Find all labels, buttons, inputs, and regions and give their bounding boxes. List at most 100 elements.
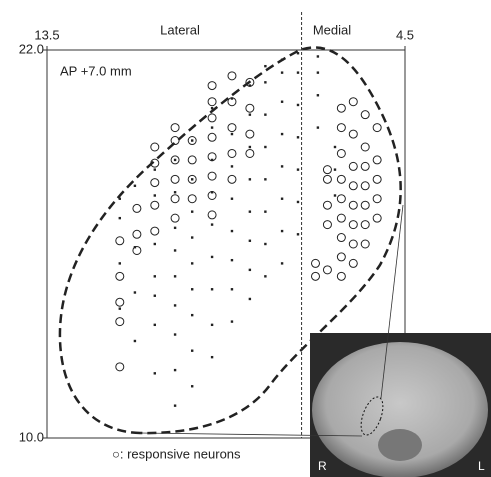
responsive-neuron — [348, 220, 358, 230]
brain — [312, 342, 488, 477]
recording-site — [248, 84, 252, 87]
responsive-neuron — [348, 200, 358, 210]
recording-site — [153, 323, 156, 327]
responsive-neuron — [322, 200, 332, 210]
responsive-neuron — [360, 142, 370, 152]
recording-site — [173, 158, 177, 162]
recording-site — [248, 113, 252, 116]
responsive-neuron — [227, 71, 237, 81]
recording-site — [264, 113, 267, 116]
recording-site — [248, 145, 252, 149]
x-tick-label: 4.5 — [396, 27, 414, 42]
recording-site — [118, 216, 121, 220]
recording-site — [280, 262, 284, 265]
recording-site — [173, 226, 177, 230]
recording-site — [190, 349, 194, 352]
axis-label-medial: Medial — [313, 22, 351, 37]
responsive-neuron — [336, 103, 346, 113]
responsive-neuron — [170, 174, 180, 184]
responsive-neuron — [360, 239, 370, 249]
recording-site — [210, 126, 214, 129]
recording-site — [153, 372, 156, 375]
recording-site — [316, 55, 320, 58]
recording-site — [248, 268, 252, 272]
recording-site — [210, 255, 214, 259]
responsive-neuron — [207, 152, 217, 162]
responsive-neuron — [170, 155, 180, 165]
recording-site — [173, 333, 177, 336]
brain-feature — [378, 429, 422, 461]
responsive-neuron — [336, 213, 346, 223]
recording-site — [118, 262, 121, 265]
recording-site — [264, 210, 267, 213]
responsive-neuron — [348, 129, 358, 139]
responsive-neuron — [336, 271, 346, 281]
recording-site — [280, 197, 284, 200]
responsive-neuron — [360, 161, 370, 171]
recording-site — [230, 165, 234, 168]
recording-site — [280, 132, 284, 136]
recording-site — [280, 229, 284, 233]
recording-site — [173, 404, 177, 407]
recording-site — [210, 288, 214, 291]
responsive-neuron — [115, 236, 125, 246]
responsive-neuron — [372, 123, 382, 133]
responsive-neuron — [245, 103, 255, 113]
responsive-neuron — [227, 123, 237, 133]
recording-site — [264, 275, 267, 278]
responsive-neuron — [207, 171, 217, 181]
mri-inset: R L — [310, 333, 491, 477]
recording-site — [333, 194, 337, 197]
recording-site — [248, 210, 252, 213]
responsive-neuron — [207, 191, 217, 200]
recording-site — [296, 136, 300, 139]
responsive-neuron — [322, 220, 332, 230]
recording-site — [210, 158, 214, 162]
recording-site — [153, 275, 156, 278]
responsive-neuron — [360, 220, 370, 230]
responsive-neuron — [322, 265, 332, 275]
responsive-neuron — [360, 200, 370, 210]
responsive-neuron — [170, 123, 180, 133]
outline — [58, 46, 402, 435]
recording-site — [133, 291, 137, 294]
responsive-neuron — [227, 174, 237, 184]
responsive-neuron — [207, 97, 217, 107]
recording-site — [280, 165, 284, 168]
recording-site — [333, 145, 337, 149]
responsive-neuron — [336, 148, 346, 158]
responsive-neuron — [150, 200, 160, 210]
responsive-neuron — [150, 226, 160, 236]
recording-site — [190, 288, 194, 291]
annotation-ap: AP +7.0 mm — [60, 63, 132, 78]
responsive-neuron — [348, 258, 358, 268]
responsive-neuron — [336, 194, 346, 204]
recording-site — [133, 339, 137, 343]
recording-site — [264, 178, 267, 181]
recording-site — [296, 200, 300, 204]
responsive-neuron — [207, 210, 217, 220]
responsive-neuron — [150, 178, 160, 188]
legend-text: ○: responsive neurons — [112, 446, 241, 461]
responsive-neuron — [372, 194, 382, 204]
recording-site — [264, 242, 267, 246]
recording-site — [153, 294, 156, 297]
recording-site — [173, 304, 177, 307]
recording-site — [210, 223, 214, 226]
recording-site — [118, 197, 121, 200]
recording-site — [264, 145, 267, 149]
responsive-neuron — [245, 129, 255, 139]
responsive-neuron — [187, 194, 197, 204]
responsive-neuron — [150, 158, 160, 168]
recording-site — [118, 307, 121, 310]
recording-site — [230, 258, 234, 262]
recording-site — [230, 320, 234, 323]
responsive-neuron — [115, 362, 125, 372]
connector — [139, 432, 363, 437]
responsive-neuron — [132, 245, 142, 255]
recording-site — [153, 194, 156, 197]
recording-site — [296, 233, 300, 236]
recording-site — [316, 126, 320, 129]
recording-site — [190, 236, 194, 239]
